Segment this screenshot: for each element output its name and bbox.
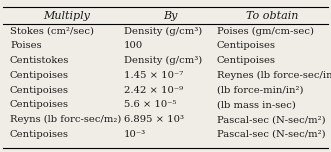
- Text: Centipoises: Centipoises: [10, 71, 69, 80]
- Text: 5.6 × 10⁻⁵: 5.6 × 10⁻⁵: [124, 100, 176, 109]
- Text: Centipoises: Centipoises: [10, 100, 69, 109]
- Text: Reynes (lb force-sec/in²): Reynes (lb force-sec/in²): [217, 71, 331, 80]
- Text: Multiply: Multiply: [44, 11, 90, 21]
- Text: (lb force-min/in²): (lb force-min/in²): [217, 86, 303, 95]
- Text: (lb mass in-sec): (lb mass in-sec): [217, 100, 296, 109]
- Text: Pascal-sec (N-sec/m²): Pascal-sec (N-sec/m²): [217, 130, 325, 139]
- Text: Pascal-sec (N-sec/m²): Pascal-sec (N-sec/m²): [217, 115, 325, 124]
- Text: Density (g/cm³): Density (g/cm³): [124, 56, 202, 65]
- Text: Centipoises: Centipoises: [217, 41, 276, 50]
- Text: 100: 100: [124, 41, 143, 50]
- Text: 6.895 × 10³: 6.895 × 10³: [124, 115, 184, 124]
- Text: 10⁻³: 10⁻³: [124, 130, 146, 139]
- Text: 1.45 × 10⁻⁷: 1.45 × 10⁻⁷: [124, 71, 183, 80]
- Text: Poises (gm/cm-sec): Poises (gm/cm-sec): [217, 27, 314, 36]
- Text: Stokes (cm²/sec): Stokes (cm²/sec): [10, 27, 94, 36]
- Text: 2.42 × 10⁻⁹: 2.42 × 10⁻⁹: [124, 86, 183, 95]
- Text: Reyns (lb forc-sec/m₂): Reyns (lb forc-sec/m₂): [10, 115, 121, 124]
- Text: Centipoises: Centipoises: [10, 86, 69, 95]
- Text: By: By: [163, 11, 178, 21]
- Text: Poises: Poises: [10, 41, 42, 50]
- Text: Centipoises: Centipoises: [10, 130, 69, 139]
- Text: Density (g/cm³): Density (g/cm³): [124, 27, 202, 36]
- Text: Centistokes: Centistokes: [10, 56, 69, 65]
- Text: Centipoises: Centipoises: [217, 56, 276, 65]
- Text: To obtain: To obtain: [246, 11, 299, 21]
